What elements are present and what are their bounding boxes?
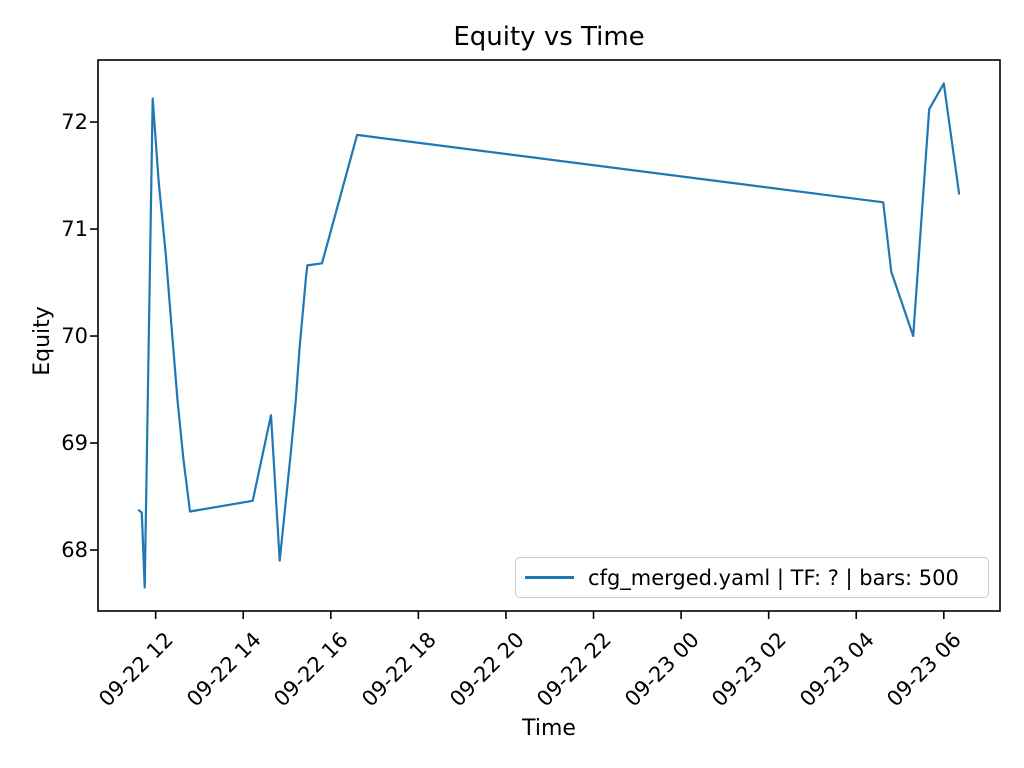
y-tick-label: 69 — [61, 431, 88, 456]
y-tick-label: 72 — [61, 110, 88, 135]
y-tick-label: 68 — [61, 538, 88, 562]
y-tick-label: 70 — [61, 324, 88, 349]
legend-label: cfg_merged.yaml | TF: ? | bars: 500 — [588, 565, 959, 590]
y-tick-label: 71 — [61, 217, 88, 242]
legend-line-sample-icon — [525, 576, 574, 579]
chart-title: Equity vs Time — [453, 22, 645, 52]
legend-box: cfg_merged.yaml | TF: ? | bars: 500 — [515, 557, 989, 598]
x-axis-label: Time — [522, 716, 576, 741]
plot-border — [97, 59, 1001, 612]
equity-line — [137, 82, 961, 589]
